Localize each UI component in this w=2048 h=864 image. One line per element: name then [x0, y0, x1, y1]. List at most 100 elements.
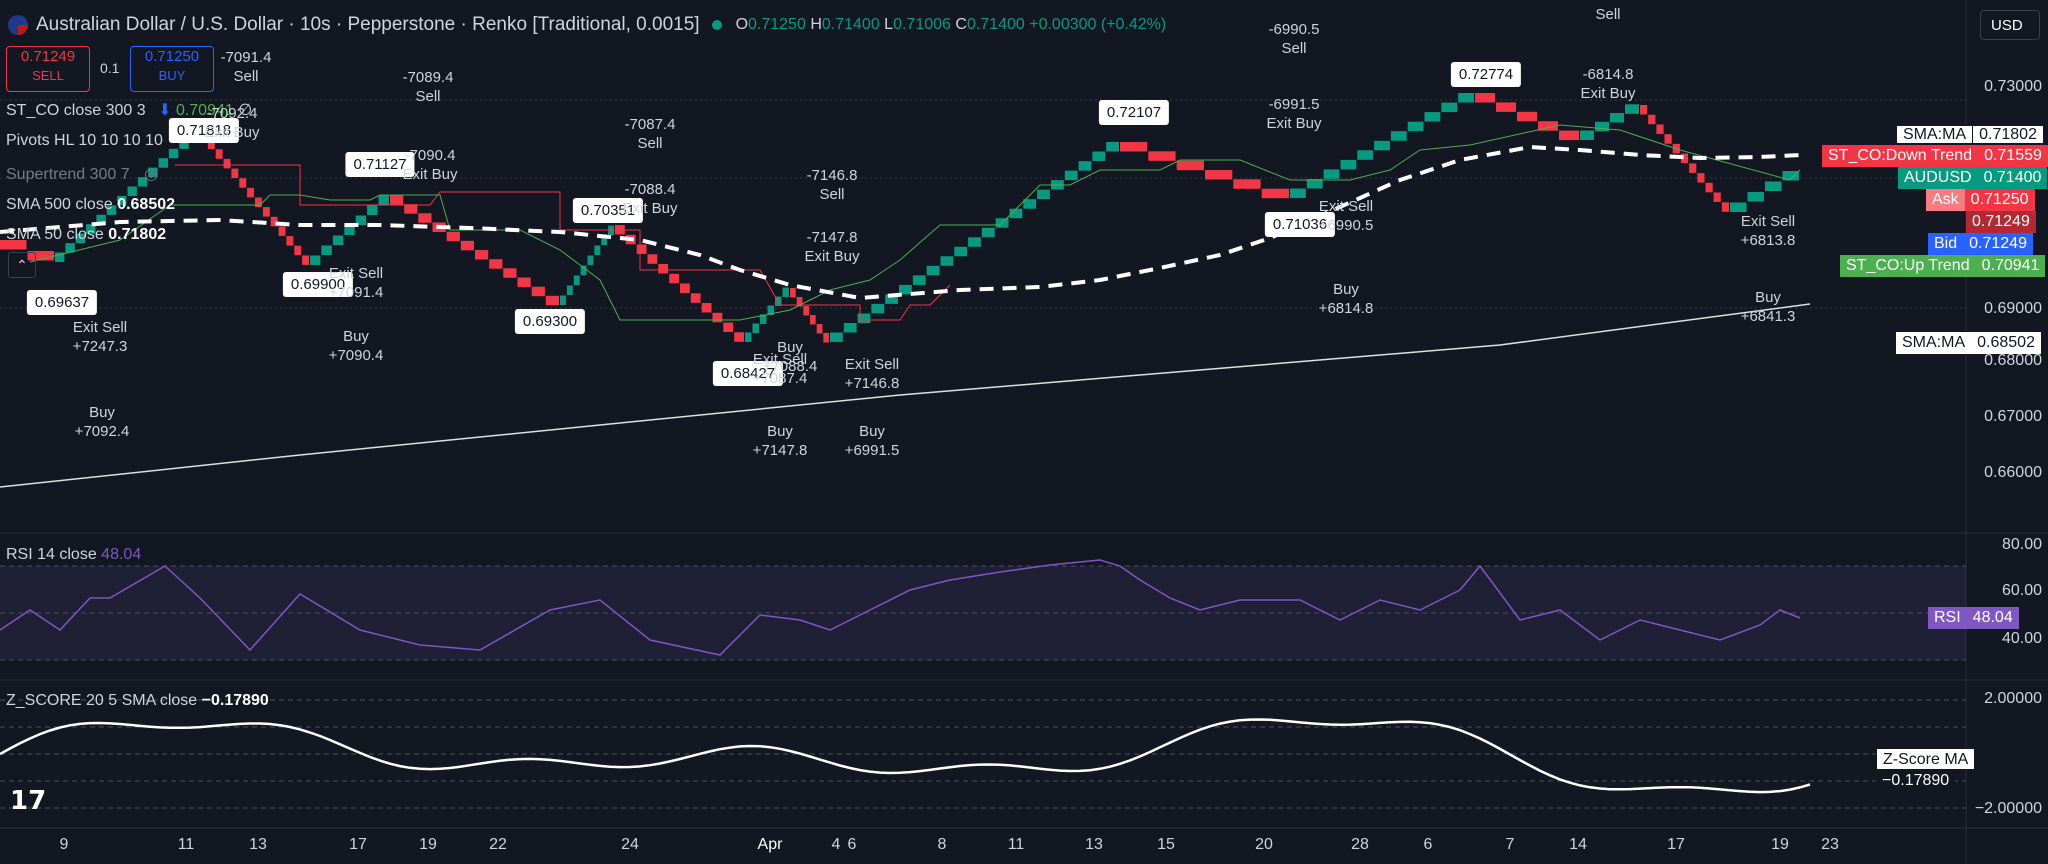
renko-brick: [1705, 182, 1713, 193]
renko-brick: [1765, 181, 1782, 191]
renko-brick: [1023, 199, 1037, 209]
tradingview-logo: 𝟭𝟳: [10, 786, 47, 816]
collapse-legend-button[interactable]: ⌃: [8, 252, 36, 278]
renko-brick: [1148, 151, 1176, 161]
x-axis-tick: 19: [419, 836, 437, 853]
legend-rsi[interactable]: RSI 14 close 48.04: [6, 546, 142, 563]
pivot-label: 0.69637: [26, 290, 98, 315]
x-axis-tick: 22: [489, 836, 507, 853]
pivot-label: 0.71818: [168, 118, 240, 143]
renko-brick: [255, 197, 262, 207]
renko-brick: [1559, 130, 1579, 141]
renko-brick: [1407, 121, 1424, 132]
renko-brick: [1176, 160, 1204, 171]
renko-brick: [1625, 104, 1639, 114]
renko-brick: [367, 205, 378, 215]
signal-label: -7146.8 Sell: [806, 167, 858, 203]
renko-brick: [594, 245, 601, 255]
renko-brick: [1656, 124, 1664, 134]
renko-brick: [310, 255, 321, 265]
currency-selector[interactable]: USD: [1980, 10, 2040, 40]
renko-brick: [1782, 171, 1799, 181]
renko-brick: [1009, 208, 1023, 219]
x-axis-tick: 11: [177, 836, 195, 853]
symbol-header[interactable]: Australian Dollar / U.S. Dollar · 10s · …: [8, 12, 1166, 38]
legend-pivots[interactable]: Pivots HL 10 10 10 10: [6, 132, 163, 149]
supertrend-down: [175, 164, 951, 321]
renko-brick: [1697, 173, 1705, 183]
hidden-eye-icon[interactable]: ◎: [144, 166, 159, 183]
renko-brick: [1610, 113, 1624, 123]
renko-brick: [580, 265, 587, 275]
legend-st-co[interactable]: ST_CO close 300 3 ⬇ 0.70941 ∅: [6, 102, 253, 119]
signal-label: Exit Sell +6990.5: [1318, 198, 1374, 234]
renko-brick: [647, 254, 658, 264]
renko-brick: [86, 224, 96, 234]
renko-brick: [1233, 179, 1261, 189]
pivot-label: 0.68427: [712, 361, 784, 386]
legend-sma500[interactable]: SMA 500 close 0.68502: [6, 196, 176, 213]
renko-brick: [1517, 111, 1537, 122]
renko-brick: [1538, 121, 1558, 131]
renko-brick: [75, 233, 86, 244]
renko-brick: [816, 324, 823, 334]
renko-brick: [636, 244, 647, 254]
renko-brick: [302, 255, 309, 265]
renko-brick: [810, 315, 816, 325]
price-tick: 0.68000: [1984, 352, 2042, 369]
signal-label: Buy +6991.5: [844, 423, 900, 459]
renko-brick: [803, 306, 809, 316]
renko-brick: [460, 240, 474, 251]
sell-button[interactable]: 0.71249 SELL: [6, 46, 90, 92]
renko-brick: [830, 332, 843, 342]
legend-sma50[interactable]: SMA 50 close 0.71802: [6, 226, 167, 243]
symbol-price-tag: AUDUSD 0.71400: [1898, 167, 2048, 189]
rsi-tick: 80.00: [2001, 536, 2042, 553]
renko-brick: [823, 333, 829, 343]
signal-label: Buy +6814.8: [1318, 281, 1374, 317]
pivot-label: 0.70351: [572, 198, 644, 223]
renko-brick: [1374, 140, 1390, 151]
renko-brick: [1458, 93, 1474, 103]
renko-brick: [404, 204, 418, 214]
pivot-label: 0.69300: [514, 309, 586, 334]
download-icon[interactable]: ⬇: [158, 102, 172, 119]
legend-zscore[interactable]: Z_SCORE 20 5 SMA close −0.17890: [6, 692, 269, 709]
price-tick: 0.69000: [1984, 300, 2042, 317]
renko-brick: [796, 297, 803, 307]
renko-brick: [390, 195, 404, 205]
x-axis-tick: 28: [1351, 836, 1369, 853]
renko-brick: [723, 322, 734, 332]
renko-brick: [1205, 170, 1233, 180]
buy-button[interactable]: 0.71250 BUY: [130, 46, 214, 92]
x-axis-tick: 13: [249, 836, 267, 853]
symbol-title[interactable]: Australian Dollar / U.S. Dollar · 10s · …: [36, 14, 700, 35]
price-tick: 0.73000: [1984, 78, 2042, 95]
signal-label: Buy +7090.4: [328, 328, 384, 364]
signal-label: -6991.5 Exit Buy: [1266, 96, 1322, 132]
x-axis-tick: 11: [1007, 836, 1025, 853]
zscore-tag: Z-Score MA−0.17890: [1876, 748, 2048, 792]
x-axis-tick: 8: [937, 836, 947, 853]
renko-brick: [355, 215, 367, 225]
renko-brick: [1120, 142, 1148, 152]
signal-label: Buy +7147.8: [752, 423, 808, 459]
renko-brick: [1730, 202, 1747, 212]
legend-supertrend[interactable]: Supertrend 300 7 ◎: [6, 166, 159, 183]
renko-brick: [294, 245, 302, 256]
renko-brick: [1640, 105, 1648, 115]
x-axis-tick: 14: [1569, 836, 1587, 853]
renko-brick: [1306, 179, 1323, 189]
signal-label: -7092.4 Exit Buy: [204, 105, 260, 141]
renko-brick: [1580, 130, 1594, 140]
ohlc-values: O0.71250 H0.71400 L0.71006 C0.71400 +0.0…: [735, 16, 1167, 33]
renko-brick: [239, 178, 247, 188]
renko-brick: [1261, 188, 1289, 199]
renko-brick: [1496, 102, 1516, 112]
renko-brick: [286, 236, 294, 246]
x-axis-tick: 17: [349, 836, 367, 853]
price-tick: 0.66000: [1984, 464, 2042, 481]
x-axis-tick: Apr: [757, 836, 783, 853]
signal-label: -7147.8 Exit Buy: [804, 229, 860, 265]
